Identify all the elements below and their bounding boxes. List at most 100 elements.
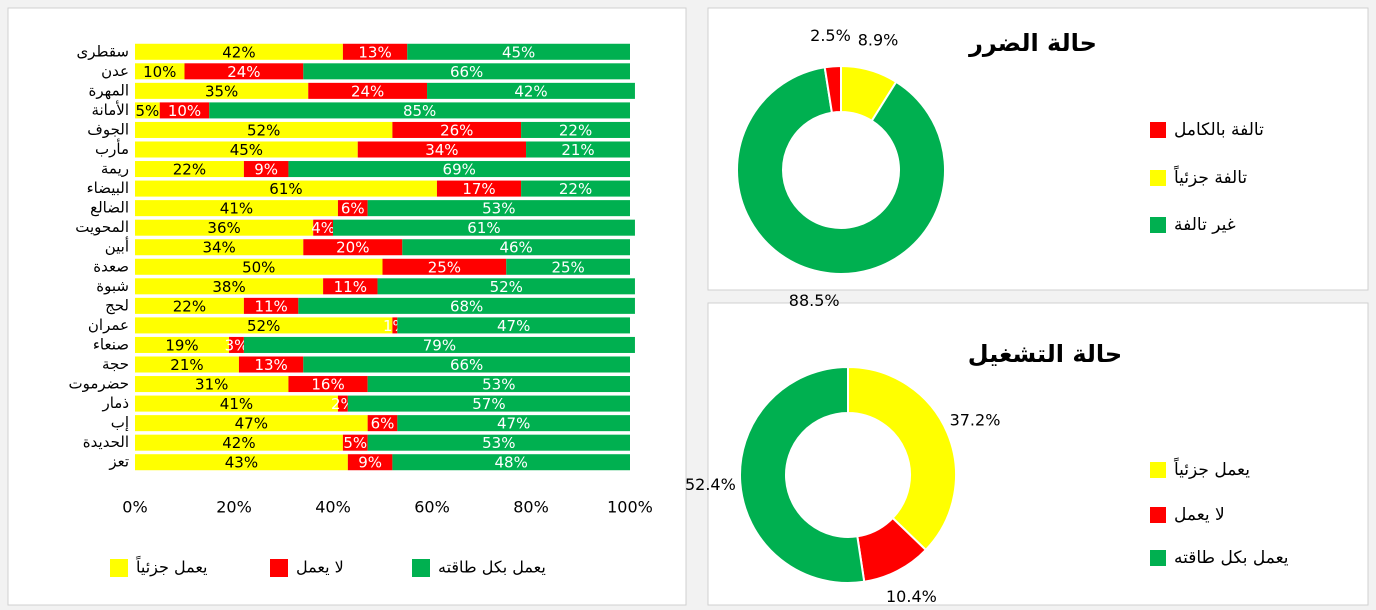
x-tick-label: 60%: [414, 498, 450, 517]
bar-segment: [184, 63, 304, 80]
legend-swatch: [1150, 550, 1166, 566]
data-label: 2.5%: [810, 26, 851, 45]
legend-swatch: [1150, 507, 1166, 523]
data-label: 41%: [220, 200, 253, 218]
bar-segment: [135, 121, 393, 138]
data-label: 10%: [143, 63, 176, 81]
legend-label: يعمل بكل طاقته: [438, 558, 546, 577]
bar-segment: [357, 141, 527, 158]
donut-slice: [736, 66, 946, 275]
data-label: 25%: [428, 258, 461, 276]
bar-segment: [135, 161, 244, 178]
data-label: 26%: [440, 121, 473, 139]
data-label: 6%: [371, 415, 395, 433]
data-label: 53%: [482, 200, 515, 218]
bar-segment: [135, 102, 160, 119]
data-label: 45%: [502, 43, 535, 61]
x-tick-label: 40%: [315, 498, 351, 517]
bar-segment: [135, 336, 230, 353]
bar-segment: [303, 63, 630, 80]
donut-slice: [738, 365, 866, 584]
data-label: 8.9%: [858, 31, 899, 50]
chart-title: حالة الضرر: [968, 29, 1097, 57]
legend-swatch: [1150, 217, 1166, 233]
data-label: 9%: [358, 454, 382, 472]
data-label: 53%: [482, 434, 515, 452]
data-label: 66%: [450, 63, 483, 81]
bar-segment: [135, 454, 348, 471]
data-label: 22%: [173, 297, 206, 315]
data-label: 66%: [450, 356, 483, 374]
legend-label: غير تالفة: [1174, 215, 1236, 235]
bar-segment: [337, 200, 368, 217]
bar-segment: [367, 415, 398, 432]
x-tick-label: 80%: [513, 498, 549, 517]
data-label: 16%: [311, 376, 344, 394]
data-label: 21%: [561, 141, 594, 159]
data-label: 35%: [205, 82, 238, 100]
bar-segment: [506, 258, 630, 275]
data-label: 88.5%: [789, 291, 840, 310]
data-label: 24%: [227, 63, 260, 81]
bar-segment: [407, 43, 630, 60]
y-tick-label: الأمانة: [91, 100, 129, 119]
data-label: 10%: [168, 102, 201, 120]
y-tick-label: تعز: [108, 453, 129, 471]
data-label: 34%: [202, 239, 235, 257]
data-label: 6%: [341, 200, 365, 218]
bar-segment: [402, 239, 630, 256]
data-label: 42%: [222, 434, 255, 452]
data-label: 41%: [220, 395, 253, 413]
bar-segment: [347, 395, 630, 412]
y-tick-label: البيضاء: [87, 179, 129, 197]
data-label: 11%: [334, 278, 367, 296]
bar-segment: [135, 376, 289, 393]
bar-segment: [521, 180, 630, 197]
data-label: 4%: [311, 219, 335, 237]
data-label: 37.2%: [950, 410, 1001, 429]
data-label: 34%: [425, 141, 458, 159]
bar-segment: [135, 434, 343, 451]
y-tick-label: ريمة: [101, 160, 129, 178]
bar-segment: [313, 219, 333, 236]
chart-title: حالة التشغيل: [968, 340, 1122, 368]
data-label: 24%: [351, 82, 384, 100]
data-label: 57%: [472, 395, 505, 413]
legend-swatch: [110, 559, 128, 577]
bar-segment: [135, 317, 393, 334]
bar-segment: [323, 278, 378, 295]
data-label: 22%: [173, 161, 206, 179]
bar-segment: [367, 200, 630, 217]
data-label: 13%: [254, 356, 287, 374]
data-label: 38%: [212, 278, 245, 296]
data-label: 68%: [450, 297, 483, 315]
legend-swatch: [1150, 462, 1166, 478]
legend-label: لا يعمل: [296, 558, 344, 577]
bar-segment: [377, 278, 635, 295]
data-label: 10.4%: [886, 587, 937, 606]
legend-label: يعمل بكل طاقته: [1174, 548, 1289, 568]
data-label: 47%: [235, 415, 268, 433]
y-tick-label: المحويت: [75, 218, 129, 236]
data-label: 5%: [343, 434, 367, 452]
data-label: 42%: [514, 82, 547, 100]
y-tick-label: الضالع: [90, 199, 129, 217]
data-label: 11%: [254, 297, 287, 315]
bar-segment: [135, 219, 314, 236]
y-tick-label: صعدة: [93, 257, 129, 275]
bar-segment: [333, 219, 635, 236]
legend-swatch: [412, 559, 430, 577]
bar-segment: [135, 239, 304, 256]
bar-segment: [367, 434, 630, 451]
y-tick-label: شبوة: [96, 277, 129, 295]
data-label: 52.4%: [685, 475, 736, 494]
x-tick-label: 20%: [216, 498, 252, 517]
bar-segment: [243, 161, 289, 178]
x-tick-label: 100%: [607, 498, 653, 517]
data-label: 22%: [559, 121, 592, 139]
data-label: 46%: [499, 239, 532, 257]
bar-segment: [526, 141, 630, 158]
bar-segment: [337, 395, 348, 412]
bar-segment: [436, 180, 522, 197]
